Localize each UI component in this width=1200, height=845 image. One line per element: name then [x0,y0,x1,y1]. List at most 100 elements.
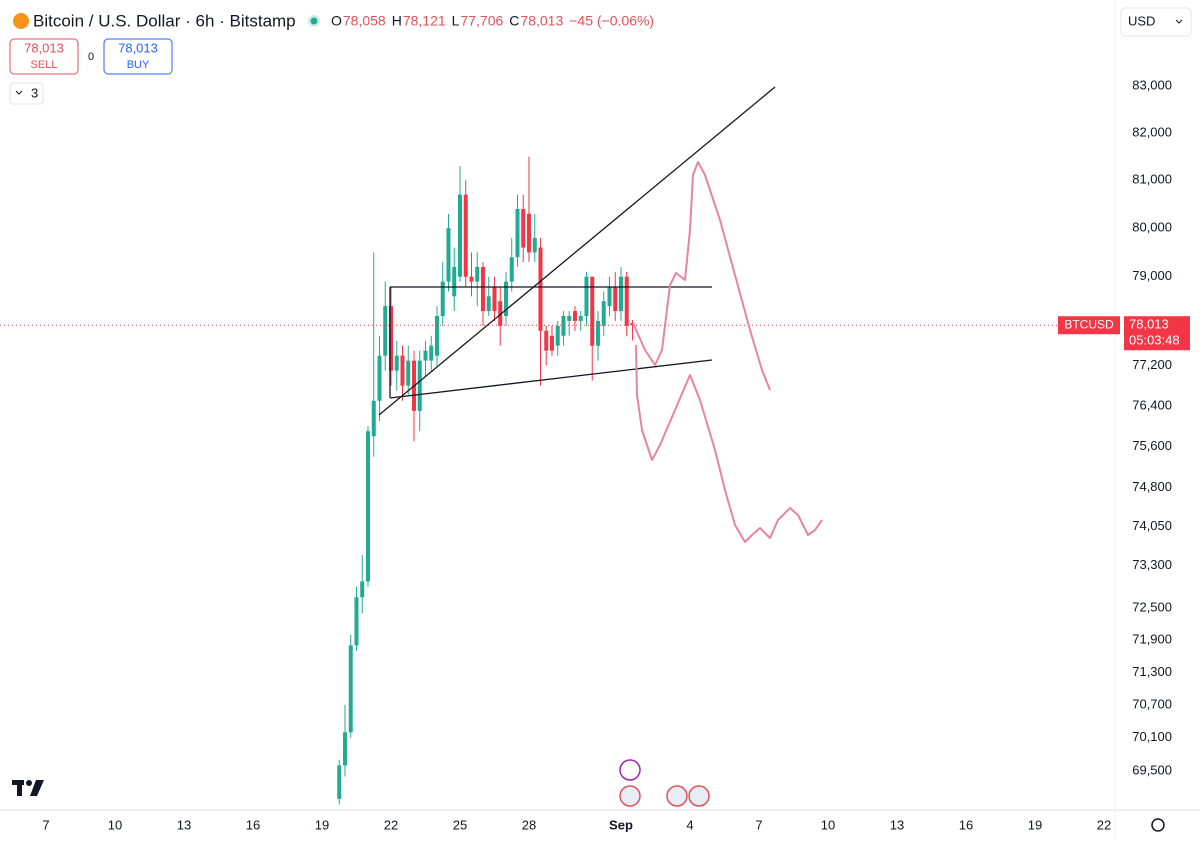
buy-label: BUY [127,59,150,71]
symbol-title: Bitcoin / U.S. Dollar · 6h · Bitstamp [33,11,296,30]
y-tick-label: 70,700 [1132,696,1172,711]
candle-body [538,247,543,331]
logo-part [17,780,22,796]
lots-arrow [15,90,23,95]
candle-body [549,335,554,351]
candle-body [567,315,572,321]
ohlc-value: 77,706 [460,13,503,29]
y-tick-label: 75,600 [1132,438,1172,453]
change: −45 (−0.06%) [569,13,654,29]
candle-body [463,194,468,277]
sketch-path-up [632,161,771,391]
x-tick-label: 28 [522,817,536,832]
candle-body [607,286,612,307]
sell-label: SELL [31,59,58,71]
market-status-dot [310,17,318,25]
y-tick-label: 83,000 [1132,78,1172,93]
sell-price: 78,013 [24,40,64,55]
y-tick-label: 71,900 [1132,631,1172,646]
event-icon[interactable] [666,785,688,807]
candle-body [469,276,474,282]
candle-body [446,228,451,282]
candle-body [584,276,589,316]
candle-body [377,355,382,401]
symbol-tag [1058,316,1120,335]
y-tick-label: 79,000 [1132,268,1172,283]
x-tick-label: 16 [246,817,260,832]
ohlc-key: O [331,13,342,29]
candle-body [503,281,508,316]
x-tick-label: 13 [177,817,191,832]
tradingview-logo [12,780,44,796]
y-tick-label: 69,500 [1132,762,1172,777]
candle-body [434,315,439,356]
settings-icon[interactable] [1151,818,1165,832]
x-tick-label: 7 [42,817,49,832]
logo-part [26,780,32,786]
x-tick-label: 10 [108,817,122,832]
candle-body [601,301,606,326]
candle-body [400,355,405,386]
y-tick-label: 74,050 [1132,518,1172,533]
ohlc-key: C [509,13,519,29]
candle-body [440,281,445,316]
bitcoin-icon [13,13,29,29]
candle-body [394,355,399,371]
support-line [389,359,713,399]
lots: 3 [31,85,38,100]
candle-body [526,213,531,253]
dropdown-arrow [1175,19,1183,24]
y-tick-label: 82,000 [1132,124,1172,139]
sell-button[interactable] [9,38,79,75]
y-tick-label: 76,400 [1132,397,1172,412]
lots-toggle[interactable] [9,82,44,105]
event-icon[interactable] [619,759,641,781]
ohlc-value: 78,013 [520,13,563,29]
price-tag-label: 78,013 [1129,317,1169,332]
event-icon[interactable] [619,785,641,807]
candle-body [452,266,457,297]
candle-body [515,208,520,258]
buy-price: 78,013 [118,40,158,55]
x-tick-label: 22 [1097,817,1111,832]
symbol-tag-label: BTCUSD [1064,317,1114,331]
candle-body [618,276,623,312]
buy-button[interactable] [103,38,173,75]
y-tick-label: 73,300 [1132,557,1172,572]
candle-body [365,431,370,582]
candle-body [475,266,480,282]
spread: 0 [88,51,94,63]
ohlc-value: 78,058 [343,13,386,29]
candle-body [406,360,411,386]
x-tick-label: 16 [959,817,973,832]
candle-body [457,194,462,277]
candle-body [360,581,365,598]
candle-body [578,315,583,321]
candle-body [354,597,359,646]
candle-body [532,237,537,253]
x-tick-label: 13 [890,817,904,832]
ohlc-value: 78,121 [403,13,446,29]
candle-body [480,266,485,312]
y-tick-label: 70,100 [1132,729,1172,744]
candle-body [613,286,618,312]
candle-body [624,276,629,326]
ohlc-legend: O 78,058 H 78,121 L 77,706 C 78,013 −45 (−0.06%) [331,13,654,29]
event-icon[interactable] [688,785,710,807]
candle-body [561,315,566,336]
y-tick-label: 80,000 [1132,220,1172,235]
x-tick-label: 10 [821,817,835,832]
sketch-path-down [635,344,823,543]
price-tag [1124,316,1190,351]
currency-select[interactable] [1120,7,1192,37]
trend-line [378,86,776,416]
x-tick-label: 25 [453,817,467,832]
candle-body [429,345,434,361]
y-tick-label: 71,300 [1132,664,1172,679]
countdown: 05:03:48 [1129,333,1180,348]
y-tick-label: 72,500 [1132,599,1172,614]
candle-body [417,360,422,411]
candle-body [342,732,347,766]
